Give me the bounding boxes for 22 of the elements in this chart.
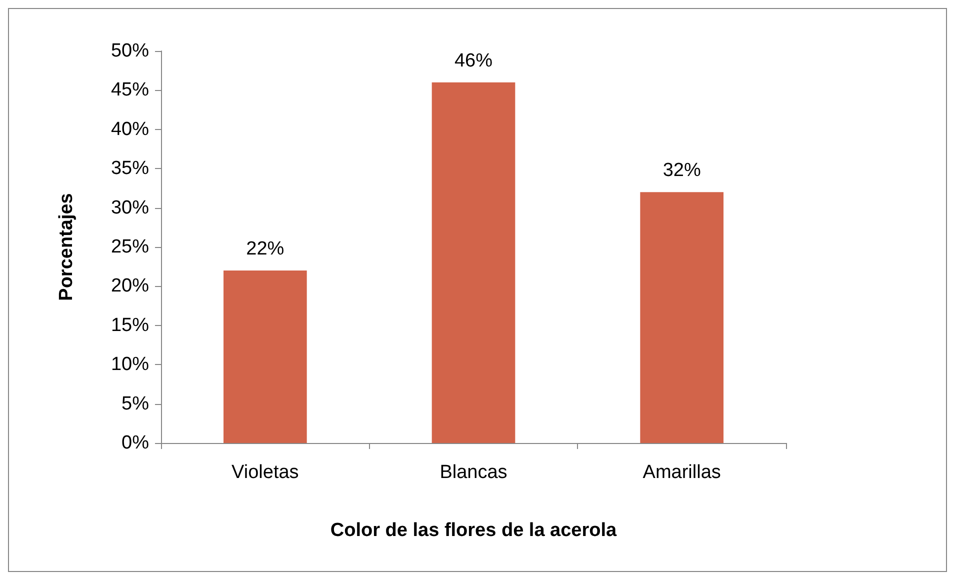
data-label: 22% [246,238,284,260]
data-label: 32% [662,160,701,182]
x-tick-label: Violetas [232,462,299,483]
y-tick-label: 25% [110,236,150,258]
y-axis-title: Porcentajes [56,193,77,301]
y-tick-label: 50% [110,40,150,62]
x-axis-title: Color de las flores de la acerola [330,520,618,541]
y-tick-label: 45% [110,80,150,101]
y-tick-label: 20% [110,276,150,297]
bar [640,192,724,443]
bar [432,82,516,443]
x-tick-label: Amarillas [642,462,721,483]
x-tick-label: Blancas [440,462,508,483]
bar [224,270,307,443]
y-tick-label: 30% [110,197,150,218]
y-tick-label: 15% [110,314,150,336]
y-tick-label: 40% [110,118,150,140]
y-tick-label: 10% [110,354,150,376]
y-tick-label: 0% [122,432,150,454]
data-label: 46% [454,50,493,72]
y-tick-label: 5% [122,393,150,414]
y-tick-label: 35% [110,158,150,180]
